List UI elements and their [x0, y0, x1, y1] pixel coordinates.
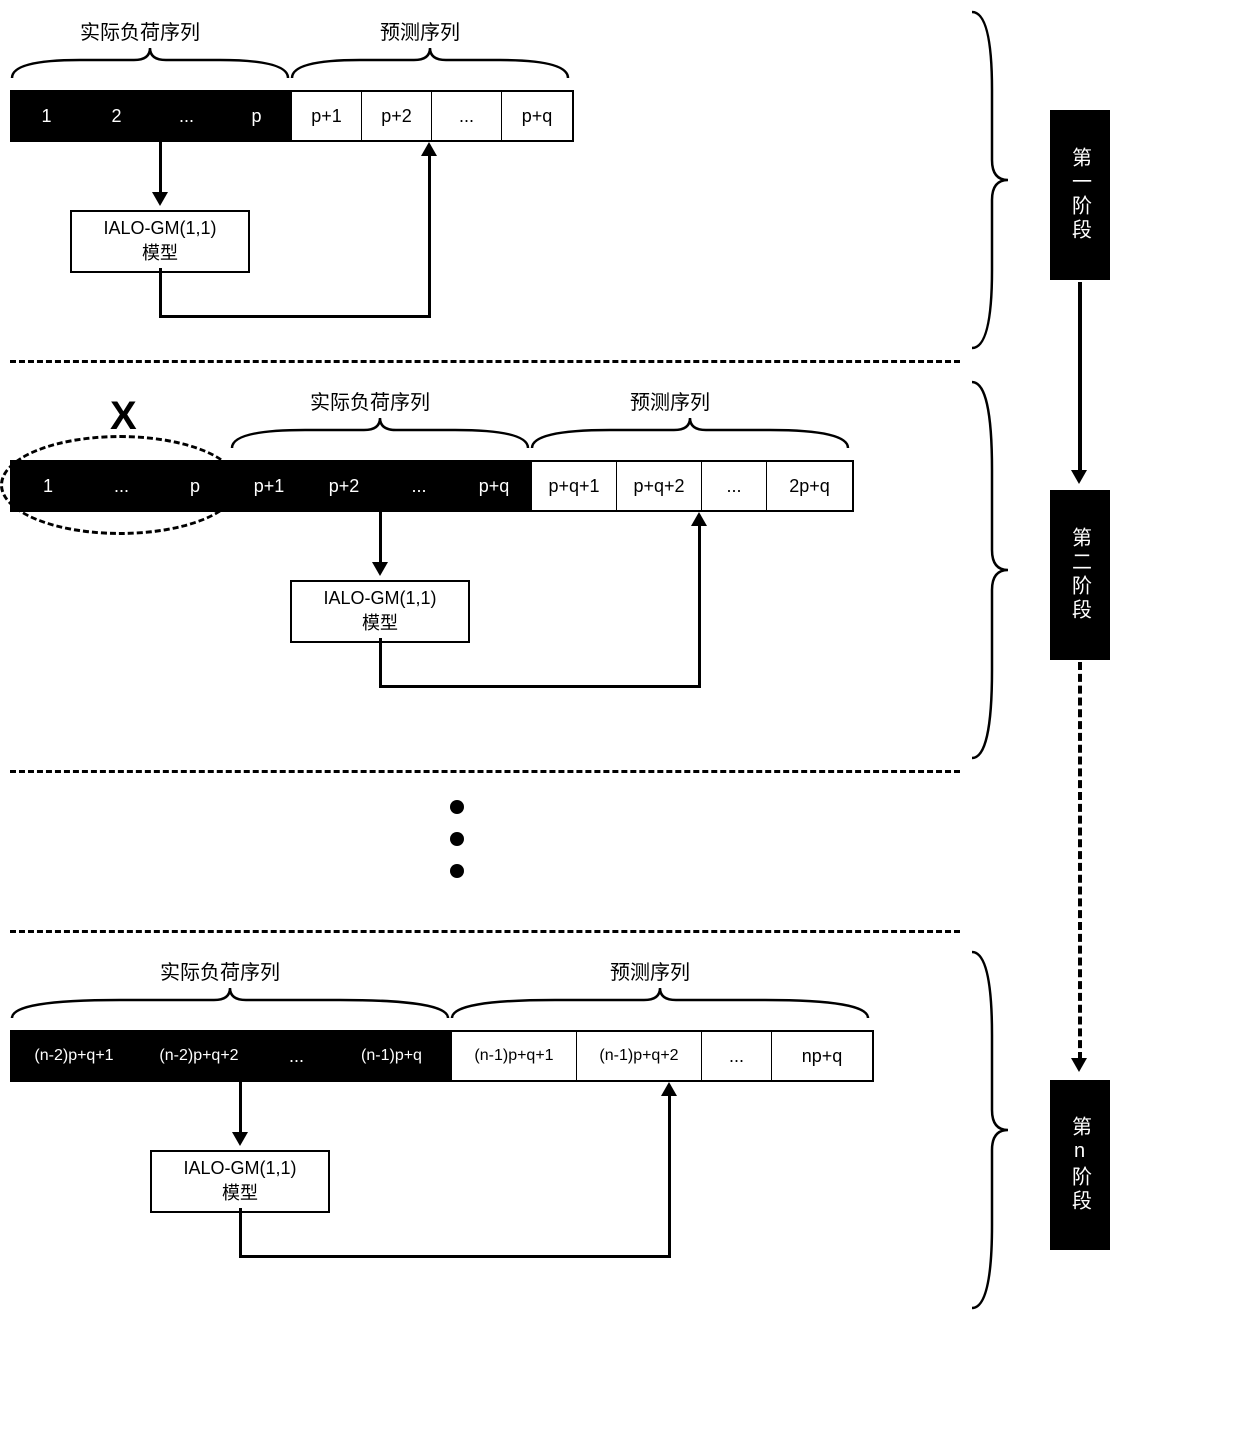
- model-title: IALO-GM(1,1): [103, 218, 216, 239]
- right-brace-sn: [970, 950, 1010, 1310]
- s2-arrow-out-h: [379, 685, 700, 688]
- dot-icon: [450, 800, 464, 814]
- stageN-label-predict: 预测序列: [610, 956, 690, 985]
- model-sub: 模型: [222, 1179, 258, 1205]
- s1-predict-cell: ...: [432, 92, 502, 140]
- s1-arrow-in-line: [159, 140, 162, 195]
- divider-2: [10, 770, 960, 773]
- divider-1: [10, 360, 960, 363]
- stage1-label-actual: 实际负荷序列: [80, 16, 200, 45]
- s2-actual-cell: ...: [382, 462, 457, 510]
- dot-icon: [450, 864, 464, 878]
- s1-actual-cell: ...: [152, 92, 222, 140]
- sn-actual-cell: (n-2)p+q+2: [137, 1032, 262, 1080]
- stage-n: 实际负荷序列 预测序列 (n-2)p+q+1 (n-2)p+q+2 ... (n…: [10, 950, 910, 1310]
- brace-s1-predict: [290, 46, 570, 80]
- right-brace-s2: [970, 380, 1010, 760]
- stage-1: 实际负荷序列 预测序列 1 2 ... p p+1 p+2 ... p+q IA…: [10, 10, 880, 350]
- stage1-label-predict: 预测序列: [380, 16, 460, 45]
- s1-arrow-out-h: [159, 315, 430, 318]
- sn-arrow-in-head: [232, 1132, 248, 1146]
- ellipsis-dots: [450, 800, 464, 878]
- s2-actual-cell: p+q: [457, 462, 532, 510]
- s1-arrow-out-v2: [428, 155, 431, 318]
- discard-ellipse: [0, 435, 240, 535]
- s2-arrow-out-v2: [698, 525, 701, 688]
- brace-s1-actual: [10, 46, 290, 80]
- s2-predict-cell: 2p+q: [767, 462, 852, 510]
- s2-arrow-out-v1: [379, 638, 382, 688]
- sn-arrow-out-v2: [668, 1095, 671, 1258]
- brace-sn-predict: [450, 986, 870, 1020]
- side-arrow-2-line: [1078, 662, 1082, 1060]
- sn-predict-cell: (n-1)p+q+2: [577, 1032, 702, 1080]
- sn-predict-cell: np+q: [772, 1032, 872, 1080]
- discard-x-icon: X: [110, 394, 137, 439]
- s1-actual-cell: p: [222, 92, 292, 140]
- sn-arrow-out-head: [661, 1082, 677, 1096]
- model-sub: 模型: [362, 609, 398, 635]
- right-brace-s1: [970, 10, 1010, 350]
- sn-actual-cell: (n-2)p+q+1: [12, 1032, 137, 1080]
- s2-actual-cell: p+2: [307, 462, 382, 510]
- sn-arrow-out-h: [239, 1255, 670, 1258]
- divider-3: [10, 930, 960, 933]
- sn-arrow-out-v1: [239, 1208, 242, 1258]
- stage1-sequence: 1 2 ... p p+1 p+2 ... p+q: [10, 90, 574, 142]
- s1-arrow-in-head: [152, 192, 168, 206]
- stage1-model: IALO-GM(1,1) 模型: [70, 210, 250, 273]
- stage2-label-actual: 实际负荷序列: [310, 386, 430, 415]
- side-arrow-2-head: [1071, 1058, 1087, 1072]
- s2-actual-cell: p+1: [232, 462, 307, 510]
- dot-icon: [450, 832, 464, 846]
- brace-s2-actual: [230, 416, 530, 450]
- s1-arrow-out-head: [421, 142, 437, 156]
- stageN-model: IALO-GM(1,1) 模型: [150, 1150, 330, 1213]
- s2-predict-cell: p+q+1: [532, 462, 617, 510]
- s2-predict-cell: ...: [702, 462, 767, 510]
- side-label-stage2: 第二阶段: [1050, 490, 1110, 660]
- s2-arrow-in-head: [372, 562, 388, 576]
- s2-arrow-out-head: [691, 512, 707, 526]
- s2-predict-cell: p+q+2: [617, 462, 702, 510]
- side-arrow-1-line: [1078, 282, 1082, 472]
- stage2-label-predict: 预测序列: [630, 386, 710, 415]
- model-title: IALO-GM(1,1): [323, 588, 436, 609]
- sn-actual-cell: (n-1)p+q: [332, 1032, 452, 1080]
- side-label-stage1: 第一阶段: [1050, 110, 1110, 280]
- s1-predict-cell: p+1: [292, 92, 362, 140]
- side-arrow-1-head: [1071, 470, 1087, 484]
- s2-arrow-in-line: [379, 510, 382, 565]
- s1-actual-cell: 1: [12, 92, 82, 140]
- stage2-model: IALO-GM(1,1) 模型: [290, 580, 470, 643]
- brace-s2-predict: [530, 416, 850, 450]
- side-label-stageN: 第n阶段: [1050, 1080, 1110, 1250]
- s1-actual-cell: 2: [82, 92, 152, 140]
- sn-predict-cell: ...: [702, 1032, 772, 1080]
- sn-predict-cell: (n-1)p+q+1: [452, 1032, 577, 1080]
- stageN-sequence: (n-2)p+q+1 (n-2)p+q+2 ... (n-1)p+q (n-1)…: [10, 1030, 874, 1082]
- model-title: IALO-GM(1,1): [183, 1158, 296, 1179]
- stage-2: 实际负荷序列 预测序列 1 ... p p+1 p+2 ... p+q p+q+…: [10, 380, 880, 760]
- sn-actual-cell: ...: [262, 1032, 332, 1080]
- s1-predict-cell: p+2: [362, 92, 432, 140]
- brace-sn-actual: [10, 986, 450, 1020]
- stageN-label-actual: 实际负荷序列: [160, 956, 280, 985]
- s1-predict-cell: p+q: [502, 92, 572, 140]
- model-sub: 模型: [142, 239, 178, 265]
- s1-arrow-out-v1: [159, 268, 162, 318]
- sn-arrow-in-line: [239, 1080, 242, 1135]
